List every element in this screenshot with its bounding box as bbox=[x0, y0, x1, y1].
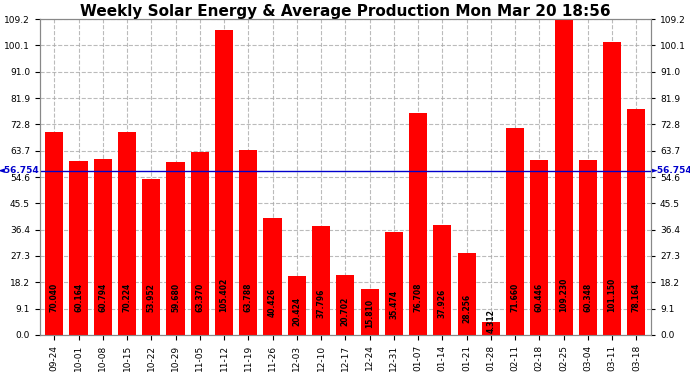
Text: 35.474: 35.474 bbox=[389, 290, 398, 320]
Text: 20.702: 20.702 bbox=[341, 297, 350, 326]
Title: Weekly Solar Energy & Average Production Mon Mar 20 18:56: Weekly Solar Energy & Average Production… bbox=[80, 4, 611, 19]
Bar bbox=[360, 289, 379, 335]
Text: ◄56.754: ◄56.754 bbox=[0, 166, 40, 175]
Text: 60.794: 60.794 bbox=[98, 282, 108, 312]
Text: 15.810: 15.810 bbox=[365, 299, 374, 328]
Bar bbox=[579, 160, 597, 335]
Bar bbox=[555, 19, 573, 335]
Text: 20.424: 20.424 bbox=[293, 297, 302, 326]
Text: 4.312: 4.312 bbox=[486, 309, 495, 333]
Text: 53.952: 53.952 bbox=[147, 283, 156, 312]
Bar bbox=[264, 218, 282, 335]
Bar bbox=[118, 132, 136, 335]
Text: 105.402: 105.402 bbox=[219, 278, 228, 312]
Text: 60.348: 60.348 bbox=[583, 282, 593, 312]
Text: 109.230: 109.230 bbox=[559, 278, 568, 312]
Bar bbox=[385, 232, 403, 335]
Bar bbox=[312, 226, 331, 335]
Bar bbox=[627, 109, 645, 335]
Text: 70.040: 70.040 bbox=[50, 282, 59, 312]
Text: 78.164: 78.164 bbox=[632, 282, 641, 312]
Text: 101.150: 101.150 bbox=[608, 278, 617, 312]
Bar bbox=[409, 113, 427, 335]
Bar bbox=[288, 276, 306, 335]
Text: 28.256: 28.256 bbox=[462, 294, 471, 322]
Bar bbox=[94, 159, 112, 335]
Bar bbox=[457, 253, 475, 335]
Bar bbox=[166, 162, 185, 335]
Text: ►56.754: ►56.754 bbox=[651, 166, 690, 175]
Text: 37.796: 37.796 bbox=[317, 289, 326, 318]
Text: 63.370: 63.370 bbox=[195, 282, 204, 312]
Bar bbox=[142, 179, 160, 335]
Text: 76.708: 76.708 bbox=[413, 282, 422, 312]
Bar bbox=[433, 225, 451, 335]
Text: 63.788: 63.788 bbox=[244, 282, 253, 312]
Text: 59.680: 59.680 bbox=[171, 283, 180, 312]
Bar bbox=[603, 42, 621, 335]
Bar bbox=[190, 152, 209, 335]
Text: 71.660: 71.660 bbox=[511, 282, 520, 312]
Text: 70.224: 70.224 bbox=[123, 282, 132, 312]
Bar bbox=[239, 150, 257, 335]
Bar bbox=[46, 132, 63, 335]
Text: 37.926: 37.926 bbox=[438, 289, 447, 318]
Text: 40.426: 40.426 bbox=[268, 288, 277, 317]
Text: 60.164: 60.164 bbox=[74, 283, 83, 312]
Bar bbox=[506, 128, 524, 335]
Bar bbox=[336, 275, 355, 335]
Text: 60.446: 60.446 bbox=[535, 283, 544, 312]
Bar bbox=[531, 160, 549, 335]
Bar bbox=[215, 30, 233, 335]
Bar bbox=[70, 161, 88, 335]
Bar bbox=[482, 322, 500, 335]
